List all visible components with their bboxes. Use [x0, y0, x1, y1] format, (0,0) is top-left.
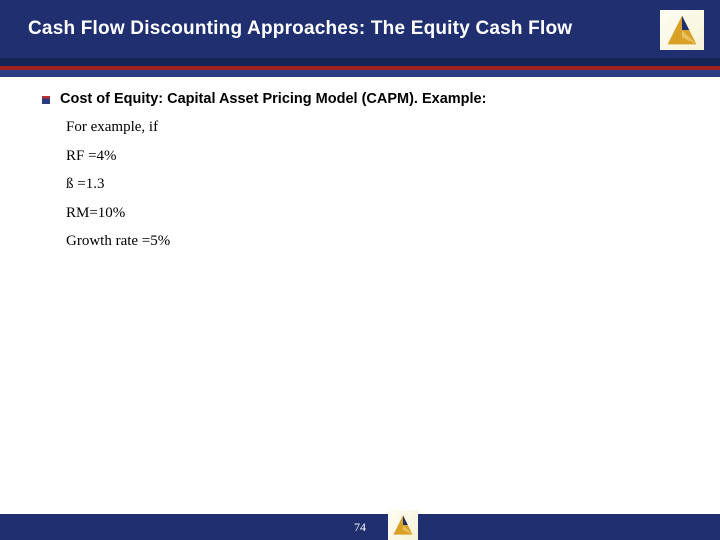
slide-header: Cash Flow Discounting Approaches: The Eq…	[0, 0, 720, 58]
triangle-logo-icon	[664, 12, 700, 48]
divider-band-blue	[0, 70, 720, 77]
logo-top	[660, 10, 704, 50]
bullet-item: Cost of Equity: Capital Asset Pricing Mo…	[42, 91, 690, 107]
body-line: ß =1.3	[66, 170, 690, 199]
bullet-heading: Cost of Equity: Capital Asset Pricing Mo…	[60, 91, 486, 107]
slide-footer: 74	[0, 514, 720, 540]
body-line: RF =4%	[66, 142, 690, 171]
body-line: Growth rate =5%	[66, 227, 690, 256]
slide-content: Cost of Equity: Capital Asset Pricing Mo…	[0, 77, 720, 256]
bullet-icon	[42, 96, 50, 104]
slide-title: Cash Flow Discounting Approaches: The Eq…	[28, 18, 572, 40]
triangle-logo-icon	[391, 513, 415, 537]
body-line: For example, if	[66, 113, 690, 142]
logo-bottom	[388, 510, 418, 540]
divider-band-dark	[0, 58, 720, 66]
body-line: RM=10%	[66, 199, 690, 228]
example-body: For example, if RF =4% ß =1.3 RM=10% Gro…	[66, 113, 690, 256]
page-number: 74	[354, 520, 366, 535]
